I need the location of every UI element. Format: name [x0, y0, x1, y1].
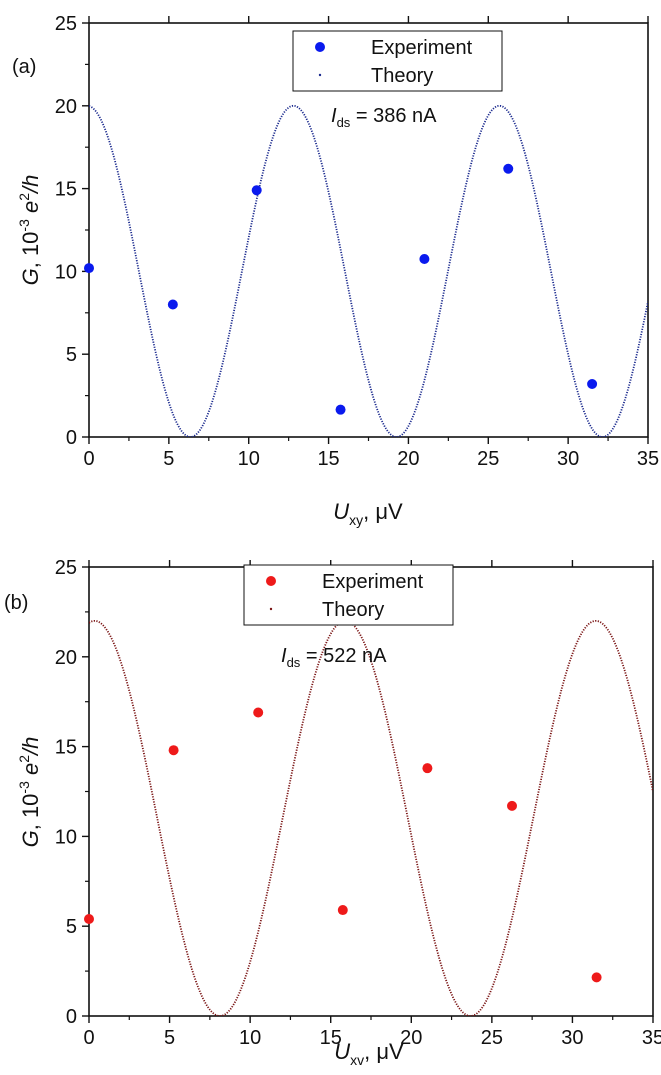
x-tick-label: 15 [317, 448, 339, 470]
x-tick-label: 5 [163, 448, 174, 470]
legend-marker-experiment [315, 42, 325, 52]
x-tick-label: 10 [239, 1027, 261, 1049]
x-label-subscript: xv [350, 1052, 364, 1068]
x-label-subscript: xy [349, 512, 363, 528]
theory-curve [89, 104, 648, 437]
y-label-e: e [18, 201, 43, 213]
y-label-e: e [18, 763, 43, 775]
x-tick-label: 15 [320, 1027, 342, 1049]
x-axis-label: Uxv, μV [334, 1039, 404, 1068]
x-axis-label: Uxy, μV [333, 499, 403, 528]
experiment-point [507, 800, 517, 811]
legend-label-experiment: Experiment [322, 571, 424, 593]
x-tick-label: 30 [557, 448, 579, 470]
y-tick-label: 5 [66, 344, 77, 366]
y-label-square: 2 [16, 755, 32, 763]
experiment-point [337, 905, 348, 916]
x-tick-label: 25 [477, 448, 499, 470]
x-tick-label: 30 [561, 1027, 583, 1049]
experiment-point [167, 299, 178, 310]
chart-panel-1: 0 5 10 15 20 25 30 35 0 5 10 15 20 25 Experiment Theory… [12, 13, 659, 528]
legend-box [292, 30, 503, 92]
experiment-point [422, 763, 433, 774]
experiment-point [587, 379, 598, 390]
y-tick-label: 0 [66, 1006, 77, 1028]
panel-label: (a) [12, 56, 36, 78]
y-tick-label: 5 [66, 916, 77, 938]
x-label-symbol: U [334, 1039, 350, 1064]
chart-panel-2: 0 5 10 15 20 25 30 35 0 5 10 15 20 25 Experiment Theory… [4, 557, 661, 1068]
x-tick-label: 20 [397, 448, 419, 470]
y-tick-label: 10 [55, 826, 77, 848]
y-label-square: 2 [16, 193, 32, 201]
y-axis-label: G, 10-3 e2/h [16, 175, 43, 286]
x-tick-label: 10 [238, 448, 260, 470]
y-tick-label: 15 [55, 179, 77, 201]
y-tick-label: 10 [55, 261, 77, 283]
legend: Experiment Theory [292, 30, 503, 92]
x-tick-label: 35 [637, 448, 659, 470]
annotation-value: = 522 nA [300, 645, 387, 667]
legend-label-experiment: Experiment [371, 37, 473, 59]
experiment-point [503, 163, 514, 174]
annotation-subscript: ds [287, 655, 301, 670]
y-tick-label: 0 [66, 427, 77, 449]
legend-label-theory: Theory [322, 599, 384, 621]
x-tick-label: 0 [83, 1027, 94, 1049]
x-label-unit: , μV [363, 499, 403, 524]
y-label-symbol: G [18, 830, 43, 847]
current-annotation: Ids = 522 nA [281, 645, 387, 670]
annotation-symbol: I [281, 645, 287, 667]
y-tick-label: 20 [55, 647, 77, 669]
theory-curve [89, 619, 653, 1016]
x-label-unit: , μV [364, 1039, 404, 1064]
x-tick-label: 35 [642, 1027, 661, 1049]
legend-label-theory: Theory [371, 65, 433, 87]
x-tick-label: 0 [83, 448, 94, 470]
x-tick-label: 20 [400, 1027, 422, 1049]
panel-label: (b) [4, 592, 28, 614]
y-label-h: /h [18, 175, 43, 195]
legend-marker-theory [318, 73, 322, 77]
theory-line [89, 104, 648, 437]
experiment-point [84, 914, 94, 925]
x-tick-label: 25 [481, 1027, 503, 1049]
legend-marker-theory [269, 607, 273, 611]
annotation-value: = 386 nA [350, 105, 437, 127]
experiment-point [84, 263, 94, 274]
annotation-subscript: ds [337, 115, 351, 130]
legend: Experiment Theory [243, 564, 454, 626]
annotation-symbol: I [331, 105, 337, 127]
experiment-point [253, 707, 264, 718]
current-annotation: Ids = 386 nA [331, 105, 437, 130]
y-tick-label: 25 [55, 557, 77, 579]
y-axis-label: G, 10-3 e2/h [16, 737, 43, 848]
y-label-exponent: -3 [16, 219, 32, 232]
legend-box [243, 564, 454, 626]
experiment-point [251, 185, 262, 196]
y-label-exponent: -3 [16, 781, 32, 794]
y-label-scale: , 10 [18, 794, 43, 831]
experiment-point [168, 745, 179, 756]
plot-frame [88, 566, 654, 1017]
experiment-point [419, 253, 430, 264]
y-label-symbol: G [18, 268, 43, 285]
y-label-h: /h [18, 737, 43, 757]
y-label-scale: , 10 [18, 232, 43, 269]
experiment-point [335, 404, 346, 415]
y-tick-label: 15 [55, 737, 77, 759]
x-tick-label: 5 [164, 1027, 175, 1049]
y-tick-label: 20 [55, 96, 77, 118]
experiment-point [591, 972, 602, 983]
theory-line [89, 619, 653, 1016]
legend-marker-experiment [266, 576, 276, 586]
x-label-symbol: U [333, 499, 349, 524]
y-tick-label: 25 [55, 13, 77, 35]
